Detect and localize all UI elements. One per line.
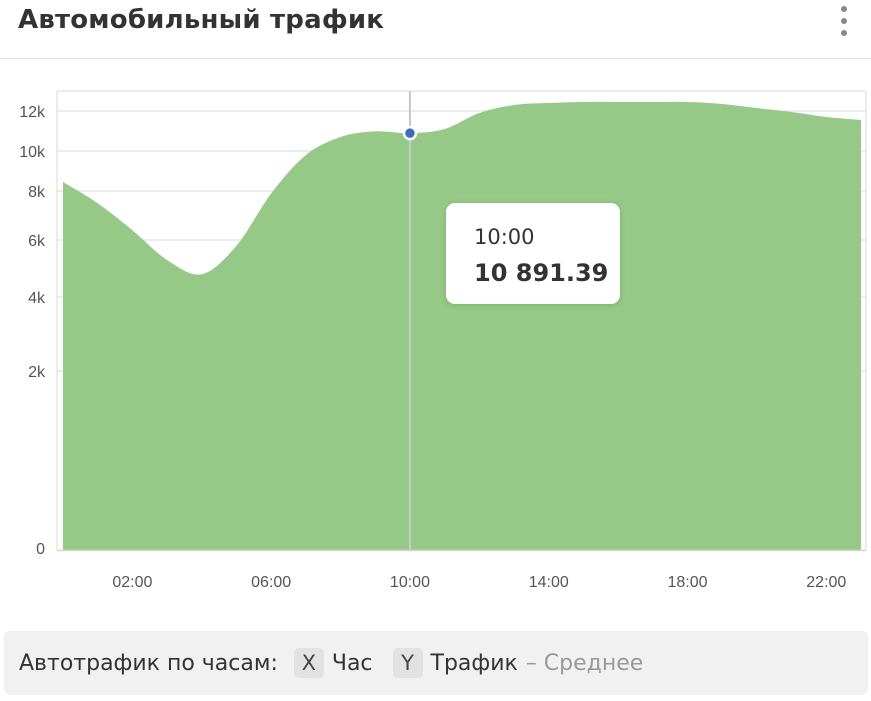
x-axis-ticks: 02:00 06:00 10:00 14:00 18:00 22:00 [112,574,846,591]
y-tick-label: 6k [28,233,46,250]
tooltip-value: 10 891.39 [474,259,608,287]
y-axis-badge: Y [392,648,423,678]
hover-point-marker [402,125,418,141]
series-area [63,101,861,550]
y-tick-label: 12k [19,104,46,121]
more-vertical-icon[interactable] [836,6,852,36]
x-tick-label: 22:00 [806,574,846,591]
y-aggregation[interactable]: – Среднее [525,650,644,676]
x-tick-label: 18:00 [667,574,707,591]
y-axis-ticks: 0 2k 4k 6k 8k 10k 12k [19,104,46,558]
tooltip-box [446,203,620,304]
x-tick-label: 02:00 [112,574,152,591]
area-chart[interactable]: 0 2k 4k 6k 8k 10k 12k 02:00 06:00 10:00 14:00 18:0… [0,60,871,620]
x-tick-label: 14:00 [529,574,569,591]
y-field-name[interactable]: Трафик [430,650,518,676]
tooltip-x: 10:00 [474,225,535,249]
y-tick-label: 8k [28,184,46,201]
y-tick-label: 10k [19,144,46,161]
chart-title: Автомобильный трафик [18,5,385,35]
tooltip: 10:00 10 891.39 [446,203,620,304]
chart-footer: Автотрафик по часам : X Час Y Трафик – С… [4,631,868,695]
x-tick-label: 06:00 [251,574,291,591]
x-tick-label: 10:00 [390,574,430,591]
footer-title: Автотрафик по часам [19,650,271,676]
footer-colon: : [270,650,278,676]
y-tick-label: 4k [28,290,46,307]
y-tick-label: 2k [28,364,46,381]
y-tick-label: 0 [36,541,45,558]
x-axis-badge: X [293,648,324,678]
x-field-name[interactable]: Час [331,650,373,676]
chart-header: Автомобильный трафик [0,0,871,59]
